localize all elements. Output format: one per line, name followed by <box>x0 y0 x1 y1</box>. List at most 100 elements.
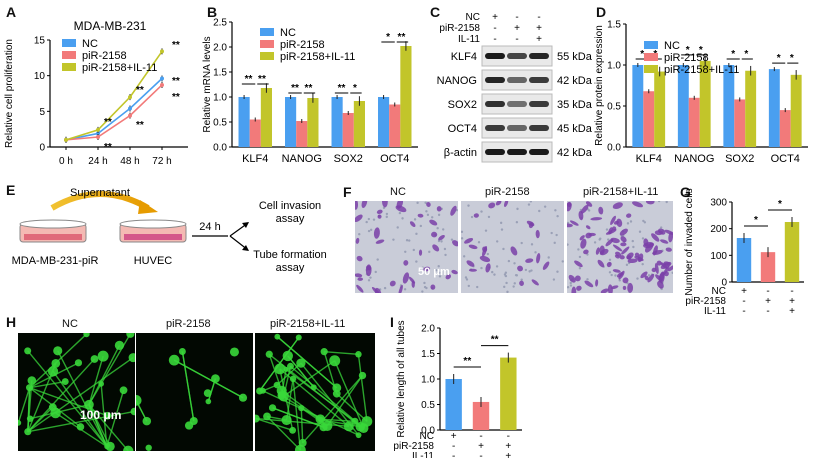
invaded-cell <box>473 213 479 218</box>
membrane-pore <box>412 248 415 252</box>
bar <box>307 98 319 147</box>
significance-marker: ** <box>172 92 180 103</box>
cell-cluster <box>24 428 32 436</box>
invaded-cell <box>656 260 662 266</box>
membrane-pore <box>504 274 508 278</box>
f-label-pir: piR-2158 <box>485 186 530 198</box>
x-tick-label: 48 h <box>120 156 139 167</box>
invaded-cell <box>468 244 478 250</box>
invaded-cell <box>535 229 540 239</box>
f-scale-bar: 50 μm <box>418 266 450 278</box>
invaded-cell <box>640 271 648 279</box>
y-axis-title: Relative mRNA levels <box>202 36 213 132</box>
membrane-pore <box>618 279 621 282</box>
panel-letter-f: F <box>343 184 352 200</box>
tube-segment <box>324 350 359 355</box>
invaded-cell <box>659 239 669 244</box>
membrane-pore <box>552 278 556 281</box>
data-point <box>160 49 164 54</box>
bar <box>472 401 490 430</box>
y-tick-label: 100 <box>710 251 727 262</box>
invaded-cell <box>580 238 587 249</box>
cell-cluster <box>355 351 362 358</box>
y-tick-label: 0.5 <box>607 102 621 113</box>
membrane-pore <box>385 215 388 219</box>
cell-cluster <box>361 416 373 427</box>
data-point <box>64 137 68 142</box>
invaded-cell <box>611 285 619 290</box>
invaded-cell <box>356 284 364 293</box>
membrane-pore <box>383 286 387 290</box>
membrane-pore <box>641 237 645 240</box>
supernatant-arrow <box>50 191 150 211</box>
h-label-pir-il11: piR-2158+IL-11 <box>270 318 346 330</box>
blot-treatment-mark: - <box>493 34 496 45</box>
x-tick-label: 24 h <box>88 156 107 167</box>
significance-marker: ** <box>463 356 471 367</box>
membrane-pore <box>657 201 661 203</box>
y-axis-title: Relative length of all tubes <box>396 320 407 437</box>
f-micrograph-pir <box>461 201 564 293</box>
tube-segment <box>52 370 108 447</box>
bar <box>249 119 261 147</box>
invaded-cell <box>643 238 649 247</box>
blot-band <box>507 149 527 155</box>
blot-treatment-mark: - <box>537 12 540 23</box>
series-line <box>65 77 163 141</box>
tube-segment <box>336 393 368 422</box>
data-point <box>160 76 164 81</box>
membrane-pore <box>520 241 523 245</box>
cell-cluster <box>203 389 212 397</box>
membrane-pore <box>569 281 572 285</box>
membrane-pore <box>524 268 528 272</box>
invaded-cell <box>426 201 431 208</box>
invaded-cell <box>569 220 579 226</box>
y-tick-label: 2.0 <box>213 43 227 54</box>
time-label: 24 h <box>199 221 220 233</box>
invaded-cell <box>620 236 627 243</box>
significance-marker: ** <box>258 74 266 85</box>
invaded-cell <box>355 273 363 278</box>
bar <box>353 101 365 147</box>
cell-cluster <box>26 384 34 392</box>
membrane-pore <box>367 217 371 221</box>
cell-cluster <box>123 445 134 451</box>
tube-segment <box>287 355 315 388</box>
cell-cluster <box>310 384 317 391</box>
invaded-cell <box>658 272 665 283</box>
bar <box>296 121 308 147</box>
y-axis-title: Relative protein expression <box>594 25 605 146</box>
membrane-pore <box>520 278 523 281</box>
f-micrograph-pir-il11 <box>567 201 673 293</box>
significance-marker: * <box>790 53 794 64</box>
cell-cluster <box>265 350 273 358</box>
bar <box>389 104 401 147</box>
membrane-pore <box>608 271 612 274</box>
invaded-cell <box>667 264 673 272</box>
membrane-pore <box>505 281 508 285</box>
category-label: KLF4 <box>636 153 662 165</box>
invaded-cell <box>464 237 474 244</box>
invaded-cell <box>612 244 623 252</box>
bar <box>500 357 517 430</box>
invaded-cell <box>576 285 582 291</box>
y-tick-label: 0.0 <box>421 426 435 437</box>
blot-kda-label: 42 kDa <box>557 75 593 87</box>
supernatant-label: Supernatant <box>70 187 130 199</box>
data-point <box>96 127 100 132</box>
cell-cluster <box>205 398 212 405</box>
membrane-pore <box>516 207 519 211</box>
category-label: OCT4 <box>771 153 800 165</box>
cell-cluster <box>332 383 342 393</box>
invaded-cell <box>519 280 524 286</box>
y-tick-label: 2.0 <box>421 324 435 335</box>
membrane-pore <box>569 284 573 287</box>
bar <box>784 222 800 282</box>
cell-cluster <box>263 412 271 421</box>
invaded-cell <box>612 269 621 273</box>
membrane-pore <box>586 278 589 281</box>
cell-cluster <box>256 387 264 395</box>
treatment-mark: + <box>789 306 795 317</box>
treatment-mark: + <box>741 286 747 297</box>
membrane-pore <box>470 215 474 219</box>
